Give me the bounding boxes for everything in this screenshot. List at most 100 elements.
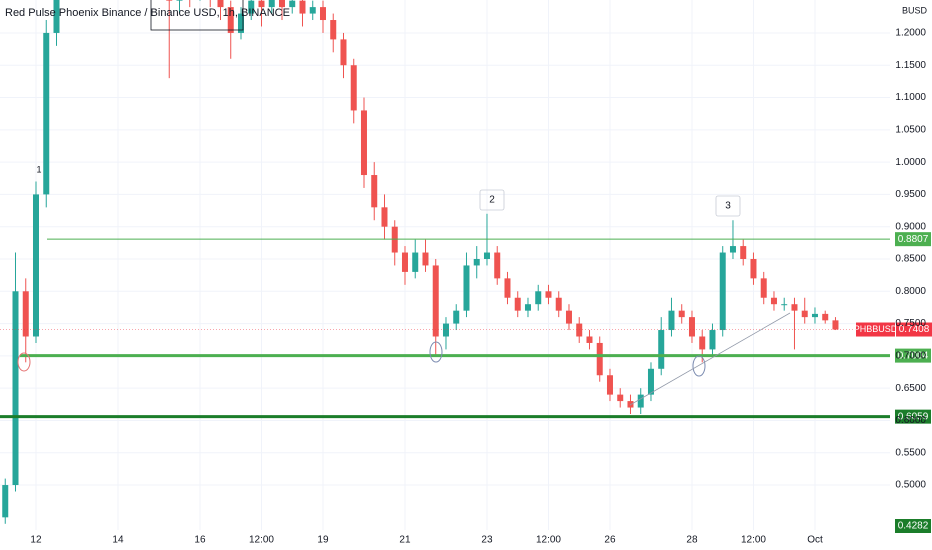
y-tick-label: 0.8000 bbox=[895, 286, 926, 297]
candle-body bbox=[227, 7, 234, 33]
y-tick-label: 0.5500 bbox=[895, 447, 926, 458]
y-tick-label: 0.6000 bbox=[895, 415, 926, 426]
candle-body bbox=[453, 310, 460, 324]
y-tick-label: 0.7500 bbox=[895, 318, 926, 329]
candle-body bbox=[330, 20, 337, 40]
candle-body bbox=[647, 368, 654, 395]
y-tick-label: 0.6500 bbox=[895, 383, 926, 394]
x-tick-label: 19 bbox=[317, 535, 329, 546]
wave-label: 3 bbox=[725, 201, 731, 212]
candle-body bbox=[658, 330, 665, 369]
wave-label: 2 bbox=[489, 195, 495, 206]
y-tick-label: 0.7000 bbox=[895, 351, 926, 362]
y-tick-label: 1.2000 bbox=[895, 28, 926, 39]
candle-body bbox=[473, 258, 480, 266]
candle-body bbox=[2, 485, 9, 518]
x-tick-label: 12:00 bbox=[741, 535, 766, 546]
candle-body bbox=[483, 252, 490, 259]
candle-body bbox=[412, 252, 419, 272]
level-label-bg bbox=[895, 409, 931, 424]
candle-body bbox=[699, 336, 706, 350]
candle-body bbox=[709, 330, 716, 350]
candle-body bbox=[535, 291, 542, 305]
candle-body bbox=[668, 310, 675, 331]
candle-body bbox=[750, 258, 757, 279]
candle-body bbox=[576, 323, 583, 337]
x-tick-label: 28 bbox=[686, 535, 698, 546]
selection-box bbox=[150, 0, 244, 31]
candle-body bbox=[217, 0, 224, 8]
candle-body bbox=[43, 32, 50, 195]
candle-body bbox=[371, 175, 378, 208]
candle-body bbox=[53, 0, 60, 33]
candle-body bbox=[278, 0, 285, 8]
candle-body bbox=[463, 265, 470, 311]
candle-body bbox=[350, 65, 357, 111]
candle-body bbox=[545, 291, 552, 298]
level-label-bg bbox=[895, 348, 931, 363]
trend-line bbox=[629, 312, 791, 406]
candle-body bbox=[432, 265, 439, 337]
candle-body bbox=[258, 0, 265, 8]
candle-body bbox=[360, 110, 367, 176]
y-tick-label: 0.9500 bbox=[895, 189, 926, 200]
x-tick-label: 26 bbox=[604, 535, 616, 546]
circle-marker bbox=[429, 341, 443, 363]
label-box bbox=[479, 189, 505, 211]
x-tick-label: 12 bbox=[30, 535, 42, 546]
level-label: 0.6059 bbox=[898, 411, 929, 422]
candle-body bbox=[606, 375, 613, 395]
circle-marker bbox=[692, 355, 706, 377]
candle-body bbox=[586, 336, 593, 343]
candle-body bbox=[514, 297, 521, 311]
candle-body bbox=[319, 7, 326, 21]
candle-body bbox=[678, 310, 685, 318]
y-tick-label: 1.1000 bbox=[895, 92, 926, 103]
currency-label: BUSD bbox=[902, 5, 928, 15]
price-label-bg bbox=[896, 322, 932, 337]
candle-body bbox=[524, 304, 531, 311]
x-tick-label: 14 bbox=[112, 535, 124, 546]
candle-body bbox=[729, 246, 736, 253]
candle-body bbox=[268, 0, 275, 8]
level-label: 0.7004 bbox=[898, 350, 929, 361]
x-tick-label: 12:00 bbox=[249, 535, 274, 546]
candle-body bbox=[32, 194, 39, 337]
label-box bbox=[715, 195, 741, 217]
circle-marker bbox=[17, 352, 31, 372]
x-tick-label: 23 bbox=[481, 535, 493, 546]
candle-body bbox=[299, 0, 306, 14]
candle-body bbox=[688, 317, 695, 337]
candle-body bbox=[340, 39, 347, 66]
candle-body bbox=[309, 7, 316, 14]
candle-body bbox=[12, 291, 19, 486]
symbol-label: PHBBUSD bbox=[854, 324, 898, 334]
candle-body bbox=[832, 320, 839, 330]
y-tick-label: 0.5000 bbox=[895, 480, 926, 491]
candle-body bbox=[565, 310, 572, 324]
y-tick-label: 0.8500 bbox=[895, 254, 926, 265]
candle-body bbox=[381, 207, 388, 227]
candle-body bbox=[22, 291, 29, 337]
candle-body bbox=[822, 313, 829, 321]
candle-body bbox=[237, 13, 244, 33]
candle-body bbox=[442, 323, 449, 337]
wave-label: 1 bbox=[36, 164, 41, 174]
candle-body bbox=[422, 252, 429, 266]
chart-title: Red Pulse Phoenix Binance / Binance USD,… bbox=[5, 7, 290, 19]
candle-body bbox=[176, 0, 183, 1]
candle-body bbox=[289, 0, 296, 8]
candle-body bbox=[740, 246, 747, 259]
candle-body bbox=[637, 394, 644, 408]
candle-body bbox=[596, 342, 603, 376]
candle-body bbox=[801, 310, 808, 318]
candle-body bbox=[791, 304, 798, 311]
level-label-bg bbox=[895, 232, 931, 247]
candle-body bbox=[781, 304, 788, 306]
candle-body bbox=[166, 0, 173, 1]
candle-body bbox=[504, 278, 511, 298]
candle-body bbox=[248, 0, 255, 14]
price-label: 0.7408 bbox=[899, 324, 930, 335]
y-tick-label: 1.0500 bbox=[895, 124, 926, 135]
candle-body bbox=[555, 297, 562, 311]
